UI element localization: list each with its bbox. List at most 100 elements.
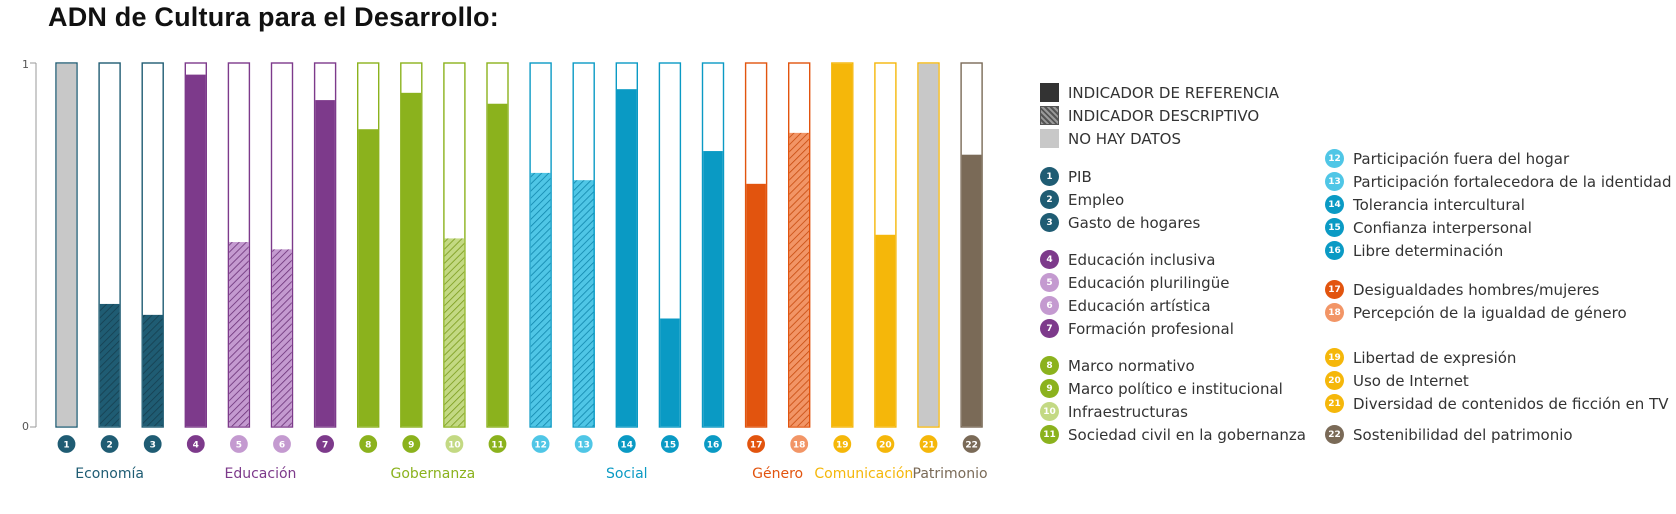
bar-badge bbox=[228, 433, 249, 455]
legend-indicator-6: 6 Educación artística bbox=[1040, 296, 1211, 315]
legend-indicator-label: Sostenibilidad del patrimonio bbox=[1353, 425, 1573, 444]
legend-indicator-label: Educación inclusiva bbox=[1068, 250, 1216, 269]
legend-indicator-label: Gasto de hogares bbox=[1068, 213, 1201, 232]
x-tick-label: 14 bbox=[621, 441, 634, 451]
legend-badge-icon: 10 bbox=[1040, 402, 1059, 421]
bar-badge bbox=[487, 433, 508, 455]
legend-indicator-label: Diversidad de contenidos de ficción en T… bbox=[1353, 394, 1669, 413]
bar-6 bbox=[272, 249, 292, 427]
legend-indicator-label: Sociedad civil en la gobernanza bbox=[1068, 425, 1306, 444]
legend-indicator-19: 19 Libertad de expresión bbox=[1325, 348, 1516, 367]
bar-badge bbox=[271, 433, 293, 455]
bar-badge bbox=[789, 433, 810, 455]
legend-indicator-11: 11 Sociedad civil en la gobernanza bbox=[1040, 425, 1306, 444]
bar-22 bbox=[961, 154, 982, 427]
group-label-gobernanza: Gobernanza bbox=[391, 466, 476, 482]
bar-badge bbox=[142, 433, 163, 455]
bar-badge bbox=[918, 433, 939, 455]
legend-indicator-21: 21 Diversidad de contenidos de ficción en… bbox=[1325, 394, 1669, 413]
x-tick-label: 20 bbox=[879, 441, 892, 451]
legend-swatch-nodata bbox=[1040, 129, 1059, 148]
legend-indicator-label: PIB bbox=[1068, 167, 1092, 186]
legend-swatch-descriptive bbox=[1040, 106, 1059, 125]
group-label-social: Social bbox=[606, 466, 648, 482]
bar-5 bbox=[229, 242, 249, 427]
bar-chart: 101 2 3 4 5 6 7 8 9 10 11 12 13 14 15 16 17 18 19 20 21 22Eco… bbox=[22, 58, 988, 482]
bar-13 bbox=[573, 180, 594, 427]
legend-badge-icon: 2 bbox=[1040, 190, 1059, 209]
legend-badge-icon: 14 bbox=[1325, 195, 1344, 214]
x-tick-label: 17 bbox=[750, 441, 763, 451]
legend-indicator-9: 9 Marco político e institucional bbox=[1040, 379, 1283, 398]
legend-indicator-1: 1 PIB bbox=[1040, 167, 1092, 186]
x-tick-label: 7 bbox=[322, 441, 328, 451]
legend-badge-icon: 11 bbox=[1040, 425, 1059, 444]
bar-11 bbox=[487, 103, 508, 427]
legend-badge-icon: 12 bbox=[1325, 149, 1344, 168]
legend-indicator-17: 17 Desigualdades hombres/mujeres bbox=[1325, 280, 1599, 299]
group-label-genero: Género bbox=[752, 466, 803, 482]
legend-indicator-label: Marco político e institucional bbox=[1068, 379, 1283, 398]
chart-title: ADN de Cultura para el Desarrollo: bbox=[48, 2, 499, 32]
legend-indicator-16: 16 Libre determinación bbox=[1325, 241, 1503, 260]
x-tick-label: 12 bbox=[534, 441, 547, 451]
legend-badge-icon: 13 bbox=[1325, 172, 1344, 191]
legend-badge-icon: 16 bbox=[1325, 241, 1344, 260]
x-tick-label: 1 bbox=[63, 441, 69, 451]
bar-4 bbox=[186, 74, 206, 427]
legend-indicator-label: Percepción de la igualdad de género bbox=[1353, 303, 1627, 322]
x-tick-label: 22 bbox=[965, 441, 978, 451]
bar-badge bbox=[358, 433, 379, 455]
legend-badge-icon: 19 bbox=[1325, 348, 1344, 367]
bar-10 bbox=[444, 238, 465, 427]
legend-indicator-15: 15 Confianza interpersonal bbox=[1325, 218, 1532, 237]
bar-2 bbox=[99, 303, 120, 427]
legend-badge-icon: 22 bbox=[1325, 425, 1344, 444]
legend-indicator-20: 20 Uso de Internet bbox=[1325, 371, 1469, 390]
legend-badge-icon: 6 bbox=[1040, 296, 1059, 315]
legend-badge-icon: 18 bbox=[1325, 303, 1344, 322]
legend-badge-icon: 8 bbox=[1040, 356, 1059, 375]
x-tick-label: 18 bbox=[793, 441, 806, 451]
bar-badge bbox=[99, 433, 120, 455]
legend-badge-icon: 4 bbox=[1040, 250, 1059, 269]
x-tick-label: 10 bbox=[448, 441, 461, 451]
x-tick-label: 21 bbox=[922, 441, 935, 451]
legend-indicator-8: 8 Marco normativo bbox=[1040, 356, 1195, 375]
legend-indicator-2: 2 Empleo bbox=[1040, 190, 1124, 209]
legend-indicator-label: Infraestructuras bbox=[1068, 402, 1188, 421]
legend-indicator-label: Uso de Internet bbox=[1353, 371, 1469, 390]
legend-badge-icon: 9 bbox=[1040, 379, 1059, 398]
bar-badge bbox=[185, 433, 206, 455]
legend-item-nodata: NO HAY DATOS bbox=[1040, 129, 1181, 148]
x-tick-label: 5 bbox=[236, 441, 242, 451]
legend-badge-icon: 1 bbox=[1040, 167, 1059, 186]
legend-indicator-label: Libre determinación bbox=[1353, 241, 1504, 260]
bar-17 bbox=[746, 183, 766, 427]
bar-8 bbox=[358, 129, 378, 427]
legend-badge-icon: 15 bbox=[1325, 218, 1344, 237]
legend-indicator-label: Participación fuera del hogar bbox=[1353, 149, 1570, 168]
legend-indicator-label: Empleo bbox=[1068, 190, 1125, 209]
legend-indicator-18: 18 Percepción de la igualdad de género bbox=[1325, 303, 1627, 322]
legend-indicator-label: Educación plurilingüe bbox=[1068, 273, 1230, 292]
x-tick-label: 13 bbox=[577, 441, 590, 451]
bar-19 bbox=[832, 63, 853, 427]
bar-badge bbox=[315, 433, 336, 455]
legend-indicator-label: Formación profesional bbox=[1068, 319, 1234, 338]
legend-indicator-13: 13 Participación fortalecedora de la iden… bbox=[1325, 172, 1672, 191]
legend-indicator-14: 14 Tolerancia intercultural bbox=[1325, 195, 1525, 214]
bar-15 bbox=[660, 318, 680, 427]
legend-item-descriptive: INDICADOR DESCRIPTIVO bbox=[1040, 106, 1259, 125]
legend-indicator-label: Desigualdades hombres/mujeres bbox=[1353, 280, 1600, 299]
bar-badge bbox=[573, 433, 594, 455]
legend-indicator-4: 4 Educación inclusiva bbox=[1040, 250, 1215, 269]
bar-3 bbox=[142, 314, 163, 427]
legend-badge-icon: 20 bbox=[1325, 371, 1344, 390]
bar-badge bbox=[702, 433, 724, 455]
bar-badge bbox=[401, 433, 422, 455]
legend-label: INDICADOR DE REFERENCIA bbox=[1068, 83, 1279, 102]
bar-16 bbox=[703, 151, 723, 427]
bar-badge bbox=[616, 433, 637, 455]
legend-label: INDICADOR DESCRIPTIVO bbox=[1068, 106, 1260, 125]
